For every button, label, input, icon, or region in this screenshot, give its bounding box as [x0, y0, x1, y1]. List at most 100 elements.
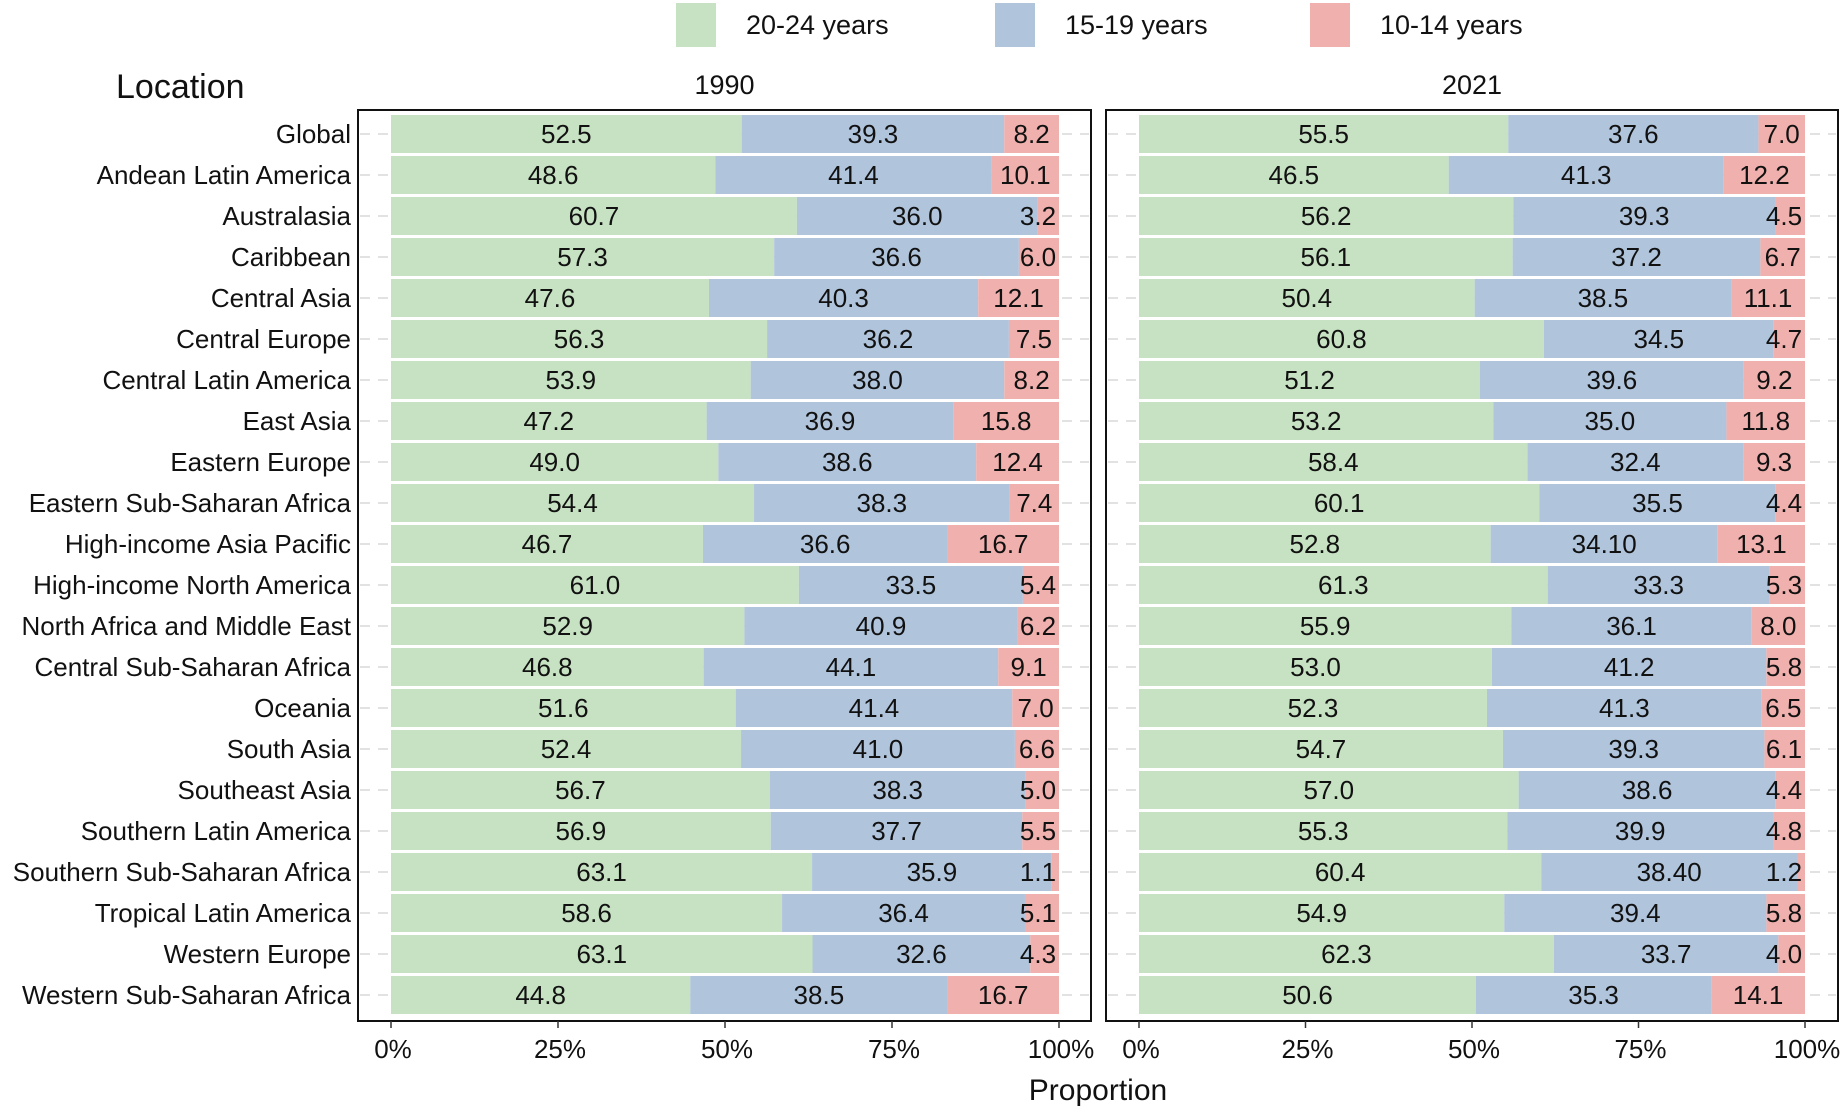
bar-1990-0 — [391, 115, 742, 153]
bar-1990-2 — [947, 525, 1059, 563]
bar-1990-0 — [391, 402, 707, 440]
bar-2021-0 — [1139, 115, 1509, 153]
data-label: 12.1 — [993, 283, 1044, 313]
bar-2021-1 — [1486, 689, 1762, 727]
bar-2021-0 — [1139, 648, 1492, 686]
data-label: 34.5 — [1634, 324, 1685, 354]
bar-1990-0 — [391, 935, 813, 973]
data-label: 7.0 — [1764, 119, 1800, 149]
data-label: 37.7 — [871, 816, 922, 846]
bar-1990-1 — [741, 730, 1015, 768]
bar-1990-0 — [391, 648, 704, 686]
bar-2021-0 — [1139, 402, 1494, 440]
data-label: 61.3 — [1318, 570, 1369, 600]
data-label: 54.7 — [1296, 734, 1347, 764]
bar-1990-2 — [1014, 730, 1059, 768]
bar-1990-1 — [782, 894, 1025, 932]
bar-1990-1 — [718, 443, 977, 481]
data-label: 1.1 — [1020, 857, 1056, 887]
bar-2021-0 — [1139, 730, 1503, 768]
data-label: 36.2 — [863, 324, 914, 354]
bar-1990-2 — [953, 402, 1059, 440]
category-label: Central Asia — [211, 283, 352, 313]
bar-2021-2 — [1726, 402, 1805, 440]
panel-title-1990: 1990 — [694, 70, 754, 100]
data-label: 41.4 — [849, 693, 900, 723]
data-label: 38.3 — [857, 488, 908, 518]
bar-2021-2 — [1775, 771, 1805, 809]
data-label: 46.7 — [522, 529, 573, 559]
data-label: 52.3 — [1288, 693, 1339, 723]
bar-1990-0 — [391, 320, 768, 358]
data-label: 50.6 — [1282, 980, 1333, 1010]
legend-swatch-0 — [676, 3, 716, 47]
bar-1990-0 — [391, 525, 703, 563]
bar-2021-0 — [1139, 238, 1513, 276]
data-label: 16.7 — [978, 529, 1029, 559]
data-label: 41.0 — [853, 734, 904, 764]
bar-2021-0 — [1139, 812, 1508, 850]
data-label: 38.40 — [1637, 857, 1702, 887]
bar-1990-2 — [1012, 689, 1059, 727]
data-label: 32.6 — [896, 939, 947, 969]
data-label: 6.0 — [1020, 242, 1056, 272]
data-label: 55.9 — [1300, 611, 1351, 641]
x-tick-label: 50% — [1448, 1034, 1500, 1064]
bar-1990-2 — [1008, 320, 1059, 358]
data-label: 36.1 — [1606, 611, 1657, 641]
category-label: Southern Latin America — [81, 816, 352, 846]
data-label: 46.8 — [522, 652, 573, 682]
x-tick-label: 0% — [374, 1034, 412, 1064]
category-label: Central Europe — [176, 324, 351, 354]
bar-1990-2 — [998, 648, 1059, 686]
data-label: 12.4 — [992, 447, 1043, 477]
data-label: 50.4 — [1282, 283, 1333, 313]
data-label: 47.2 — [524, 406, 575, 436]
data-label: 4.3 — [1020, 939, 1056, 969]
bar-2021-0 — [1139, 771, 1519, 809]
data-label: 56.9 — [556, 816, 607, 846]
data-label: 6.5 — [1765, 693, 1801, 723]
bar-1990-1 — [715, 156, 992, 194]
bar-1990-1 — [703, 648, 999, 686]
data-label: 44.1 — [826, 652, 877, 682]
data-label: 54.9 — [1296, 898, 1347, 928]
data-label: 56.1 — [1301, 242, 1352, 272]
x-tick-label: 25% — [534, 1034, 586, 1064]
data-label: 62.3 — [1321, 939, 1372, 969]
bar-2021-0 — [1139, 894, 1505, 932]
data-label: 5.4 — [1020, 570, 1056, 600]
data-label: 60.4 — [1315, 857, 1366, 887]
bar-1990-0 — [391, 894, 783, 932]
bar-2021-1 — [1543, 320, 1774, 358]
bar-1990-1 — [812, 935, 1031, 973]
bar-2021-0 — [1139, 976, 1476, 1014]
data-label: 53.9 — [546, 365, 597, 395]
x-tick-label: 100% — [1028, 1034, 1095, 1064]
bar-2021-0 — [1139, 197, 1514, 235]
data-label: 5.0 — [1020, 775, 1056, 805]
data-label: 33.3 — [1633, 570, 1684, 600]
bar-1990-2 — [1022, 566, 1059, 604]
data-label: 5.1 — [1020, 898, 1056, 928]
data-label: 57.0 — [1304, 775, 1355, 805]
data-label: 35.5 — [1632, 488, 1683, 518]
data-label: 39.3 — [1619, 201, 1670, 231]
bar-2021-2 — [1743, 443, 1805, 481]
x-tick-label: 75% — [1614, 1034, 1666, 1064]
data-label: 54.4 — [547, 488, 598, 518]
bar-2021-2 — [1723, 156, 1805, 194]
data-label: 38.5 — [794, 980, 845, 1010]
bar-2021-0 — [1139, 525, 1491, 563]
bar-2021-0 — [1139, 853, 1542, 891]
category-label: Global — [276, 119, 351, 149]
data-label: 4.0 — [1766, 939, 1802, 969]
bar-1990-1 — [690, 976, 948, 1014]
data-label: 35.3 — [1568, 980, 1619, 1010]
data-label: 36.6 — [800, 529, 851, 559]
bar-2021-1 — [1539, 484, 1776, 522]
bar-1990-1 — [767, 320, 1009, 358]
bar-2021-2 — [1758, 115, 1805, 153]
